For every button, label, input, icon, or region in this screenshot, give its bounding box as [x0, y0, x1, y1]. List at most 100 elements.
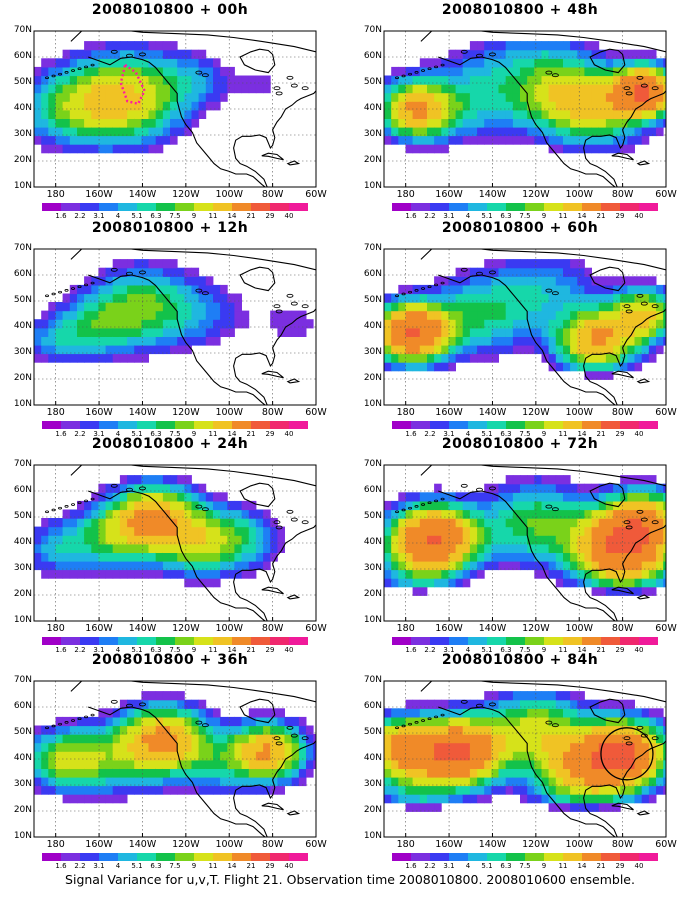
variance-cell — [291, 776, 300, 787]
island-outline — [636, 75, 644, 80]
variance-cell — [563, 492, 571, 502]
variance-cell — [491, 708, 499, 718]
variance-cell — [548, 535, 557, 545]
variance-cell — [205, 492, 214, 502]
variance-cell — [570, 310, 578, 320]
variance-cell — [477, 41, 485, 51]
variance-cell — [455, 751, 464, 761]
variance-cell — [98, 708, 106, 718]
colorbar-label: 1.6 — [405, 212, 417, 220]
variance-cell — [541, 118, 550, 128]
variance-cell — [484, 126, 492, 137]
variance-cell — [263, 535, 271, 545]
variance-cell — [563, 509, 571, 519]
island-outline — [434, 715, 439, 719]
variance-cell — [656, 734, 664, 744]
variance-cell — [484, 785, 492, 795]
variance-cell — [634, 708, 643, 718]
variance-cell — [105, 518, 114, 528]
variance-cell — [484, 66, 492, 77]
colorbar-label: 6.3 — [500, 212, 512, 220]
island-outline — [395, 726, 400, 730]
variance-cell — [105, 759, 114, 769]
variance-cell — [177, 742, 185, 752]
variance-cell — [213, 552, 221, 562]
colorbar-swatch — [270, 203, 289, 211]
variance-cell — [577, 101, 585, 111]
variance-cell — [112, 92, 121, 102]
variance-cell — [555, 144, 564, 154]
variance-cell — [62, 302, 71, 312]
variance-cell — [634, 751, 643, 761]
variance-cell — [119, 509, 128, 519]
variance-cell — [627, 759, 635, 769]
variance-cell — [541, 58, 550, 68]
variance-cell — [277, 725, 285, 735]
variance-cell — [162, 41, 171, 51]
variance-cell — [641, 344, 650, 355]
variance-cell — [170, 58, 178, 68]
variance-cell — [555, 785, 564, 795]
variance-cell — [48, 725, 56, 735]
variance-cell — [419, 560, 428, 571]
variance-cell — [198, 569, 207, 579]
variance-cell — [62, 58, 71, 68]
variance-cell — [613, 126, 621, 137]
variance-cell — [512, 742, 521, 752]
variance-cell — [405, 92, 414, 102]
variance-cell — [512, 518, 521, 528]
variance-cell — [162, 742, 171, 752]
colorbar-label: 1.6 — [405, 646, 417, 654]
variance-cell — [563, 535, 571, 545]
variance-cell — [455, 118, 464, 128]
variance-cell — [627, 319, 635, 329]
variance-cell — [391, 75, 399, 85]
variance-cell — [112, 518, 121, 528]
variance-cell — [62, 126, 71, 137]
island-outline — [636, 725, 644, 730]
variance-cell — [620, 475, 628, 485]
variance-cell — [213, 708, 221, 718]
island-outline — [489, 702, 496, 707]
variance-cell — [591, 344, 600, 355]
colorbar-swatch — [194, 203, 213, 211]
variance-cell — [527, 725, 535, 735]
variance-cell — [656, 118, 664, 128]
variance-cell — [98, 284, 106, 295]
variance-cell — [77, 58, 85, 68]
colorbar-swatch — [175, 637, 194, 645]
variance-cell — [227, 84, 235, 94]
variance-cell — [505, 475, 514, 485]
variance-cell — [205, 776, 214, 787]
variance-cell — [484, 543, 492, 553]
variance-cell — [620, 144, 628, 154]
colorbar-swatch — [289, 853, 308, 861]
variance-cell — [412, 543, 421, 553]
variance-cell — [555, 535, 564, 545]
variance-cell — [127, 475, 135, 485]
variance-cell — [69, 135, 78, 145]
variance-cell — [184, 126, 192, 137]
variance-cell — [570, 509, 578, 519]
colorbar-swatch — [468, 203, 487, 211]
variance-cell — [484, 751, 492, 761]
variance-cell — [170, 276, 178, 286]
variance-cell — [469, 92, 478, 102]
variance-cell — [477, 84, 485, 94]
variance-cell — [84, 336, 92, 346]
variance-cell — [405, 768, 414, 778]
variance-cell — [184, 66, 192, 77]
variance-cell — [584, 58, 592, 68]
colorbar-swatch — [525, 637, 544, 645]
variance-cell — [98, 716, 106, 727]
variance-cell — [191, 302, 200, 312]
variance-cell — [541, 526, 550, 536]
longitude-label: 60W — [305, 839, 327, 850]
variance-cell — [577, 319, 585, 329]
variance-cell — [77, 336, 85, 346]
variance-cell — [520, 691, 528, 701]
variance-cell — [613, 66, 621, 77]
variance-cell — [148, 126, 157, 137]
variance-cell — [69, 336, 78, 346]
variance-cell — [577, 725, 585, 735]
